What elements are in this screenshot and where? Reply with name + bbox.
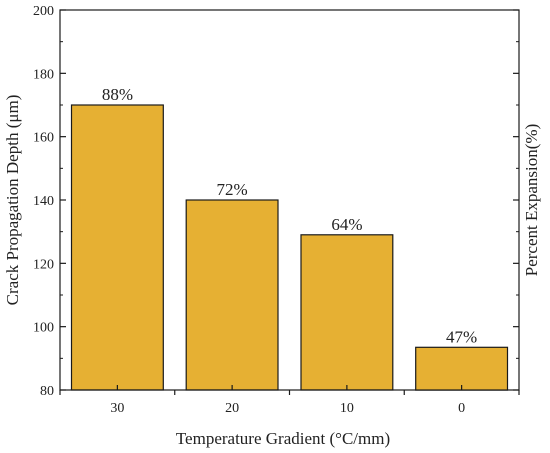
y-tick-label: 80 bbox=[40, 384, 54, 399]
y-tick-label: 200 bbox=[33, 4, 54, 19]
x-tick-label-30: 30 bbox=[110, 401, 124, 416]
y-axis-title: Crack Propagation Depth (μm) bbox=[3, 95, 22, 306]
data-labels: 88% 72% 64% 47% bbox=[102, 85, 477, 346]
bar-20 bbox=[185, 199, 279, 391]
y-ticks: 80 100 120 140 160 180 200 bbox=[33, 4, 519, 399]
bar-10 bbox=[300, 234, 394, 391]
x-tick-label-20: 20 bbox=[225, 401, 239, 416]
data-label-10: 64% bbox=[331, 215, 362, 234]
x-tick-label-0: 0 bbox=[458, 401, 465, 416]
data-label-20: 72% bbox=[217, 180, 248, 199]
bars bbox=[70, 104, 509, 391]
x-ticks: 30 20 10 0 bbox=[59, 385, 520, 416]
y-tick-label: 100 bbox=[33, 321, 54, 336]
y2-axis-title: Percent Expansion(%) bbox=[522, 124, 541, 276]
x-axis-title: Temperature Gradient (°C/mm) bbox=[176, 429, 390, 448]
data-label-30: 88% bbox=[102, 85, 133, 104]
y-tick-label: 120 bbox=[33, 257, 54, 272]
y-tick-label: 180 bbox=[33, 67, 54, 82]
bar-30 bbox=[70, 104, 164, 391]
x-tick-label-10: 10 bbox=[340, 401, 354, 416]
y-tick-label: 140 bbox=[33, 194, 54, 209]
data-label-0: 47% bbox=[446, 327, 477, 346]
y-tick-label: 160 bbox=[33, 131, 54, 146]
bar-0 bbox=[415, 346, 509, 391]
